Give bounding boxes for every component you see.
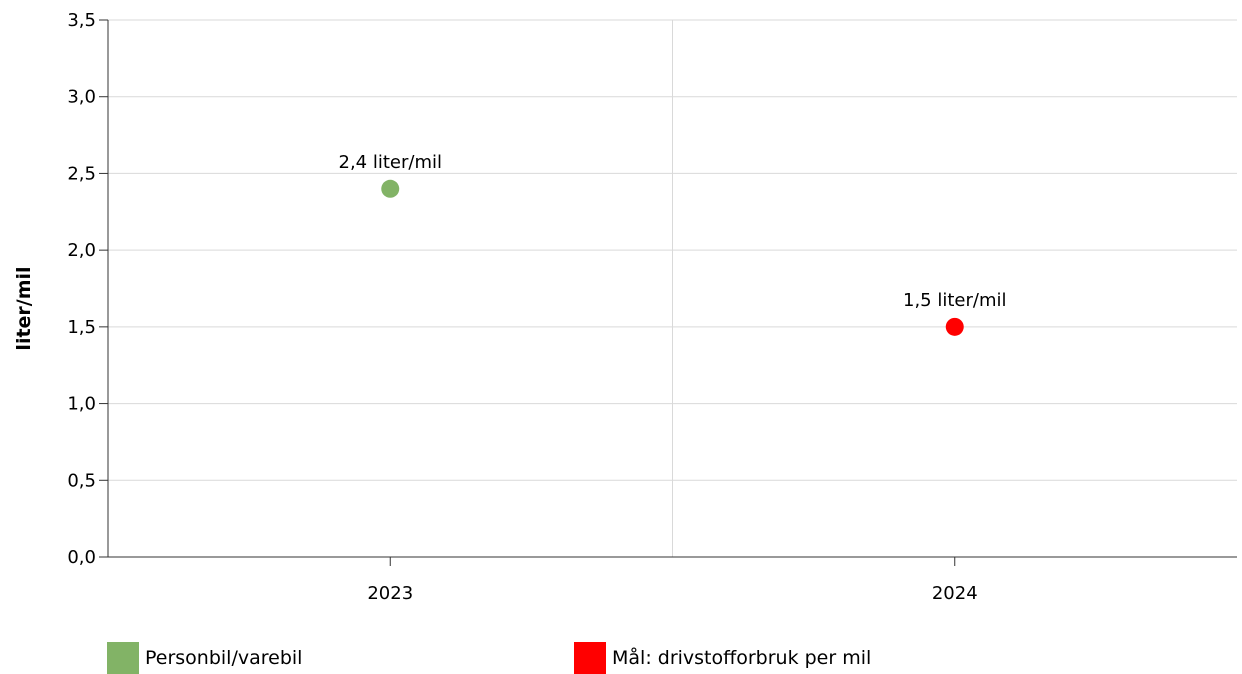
legend-swatch-mal — [574, 642, 606, 674]
y-axis-ticks: 0,0 0,5 1,0 1,5 2,0 2,5 3,0 3,5 — [67, 10, 108, 568]
y-tick-label: 3,0 — [67, 87, 96, 108]
y-tick-label: 0,5 — [67, 470, 96, 491]
data-points: 2,4 liter/mil 1,5 liter/mil — [339, 152, 1006, 336]
grid — [108, 19, 1237, 557]
y-tick-label: 0,0 — [67, 547, 96, 568]
x-tick-label: 2023 — [367, 583, 413, 604]
data-point[interactable] — [381, 179, 400, 198]
y-tick-label: 2,5 — [67, 163, 96, 184]
legend-item-mal[interactable]: Mål: drivstofforbruk per mil — [574, 642, 871, 674]
y-tick-label: 2,0 — [67, 240, 96, 261]
y-tick-label: 1,0 — [67, 394, 96, 415]
data-point[interactable] — [945, 317, 964, 336]
legend: Personbil/varebil Mål: drivstofforbruk p… — [0, 640, 1242, 674]
x-tick-label: 2024 — [932, 583, 978, 604]
y-axis-title: liter/mil — [13, 266, 35, 350]
x-axis-ticks: 2023 2024 — [367, 557, 978, 604]
legend-swatch-personbil — [107, 642, 139, 674]
data-label: 2,4 liter/mil — [339, 152, 442, 173]
legend-label-personbil: Personbil/varebil — [145, 647, 303, 669]
y-tick-label: 1,5 — [67, 317, 96, 338]
legend-item-personbil[interactable]: Personbil/varebil — [107, 642, 302, 674]
axes — [107, 20, 1237, 558]
y-tick-label: 3,5 — [67, 10, 96, 31]
scatter-chart: 0,0 0,5 1,0 1,5 2,0 2,5 3,0 3,5 2023 2024 2,4 li… — [13, 10, 1237, 604]
legend-label-mal: Mål: drivstofforbruk per mil — [612, 647, 872, 669]
data-label: 1,5 liter/mil — [903, 290, 1006, 311]
